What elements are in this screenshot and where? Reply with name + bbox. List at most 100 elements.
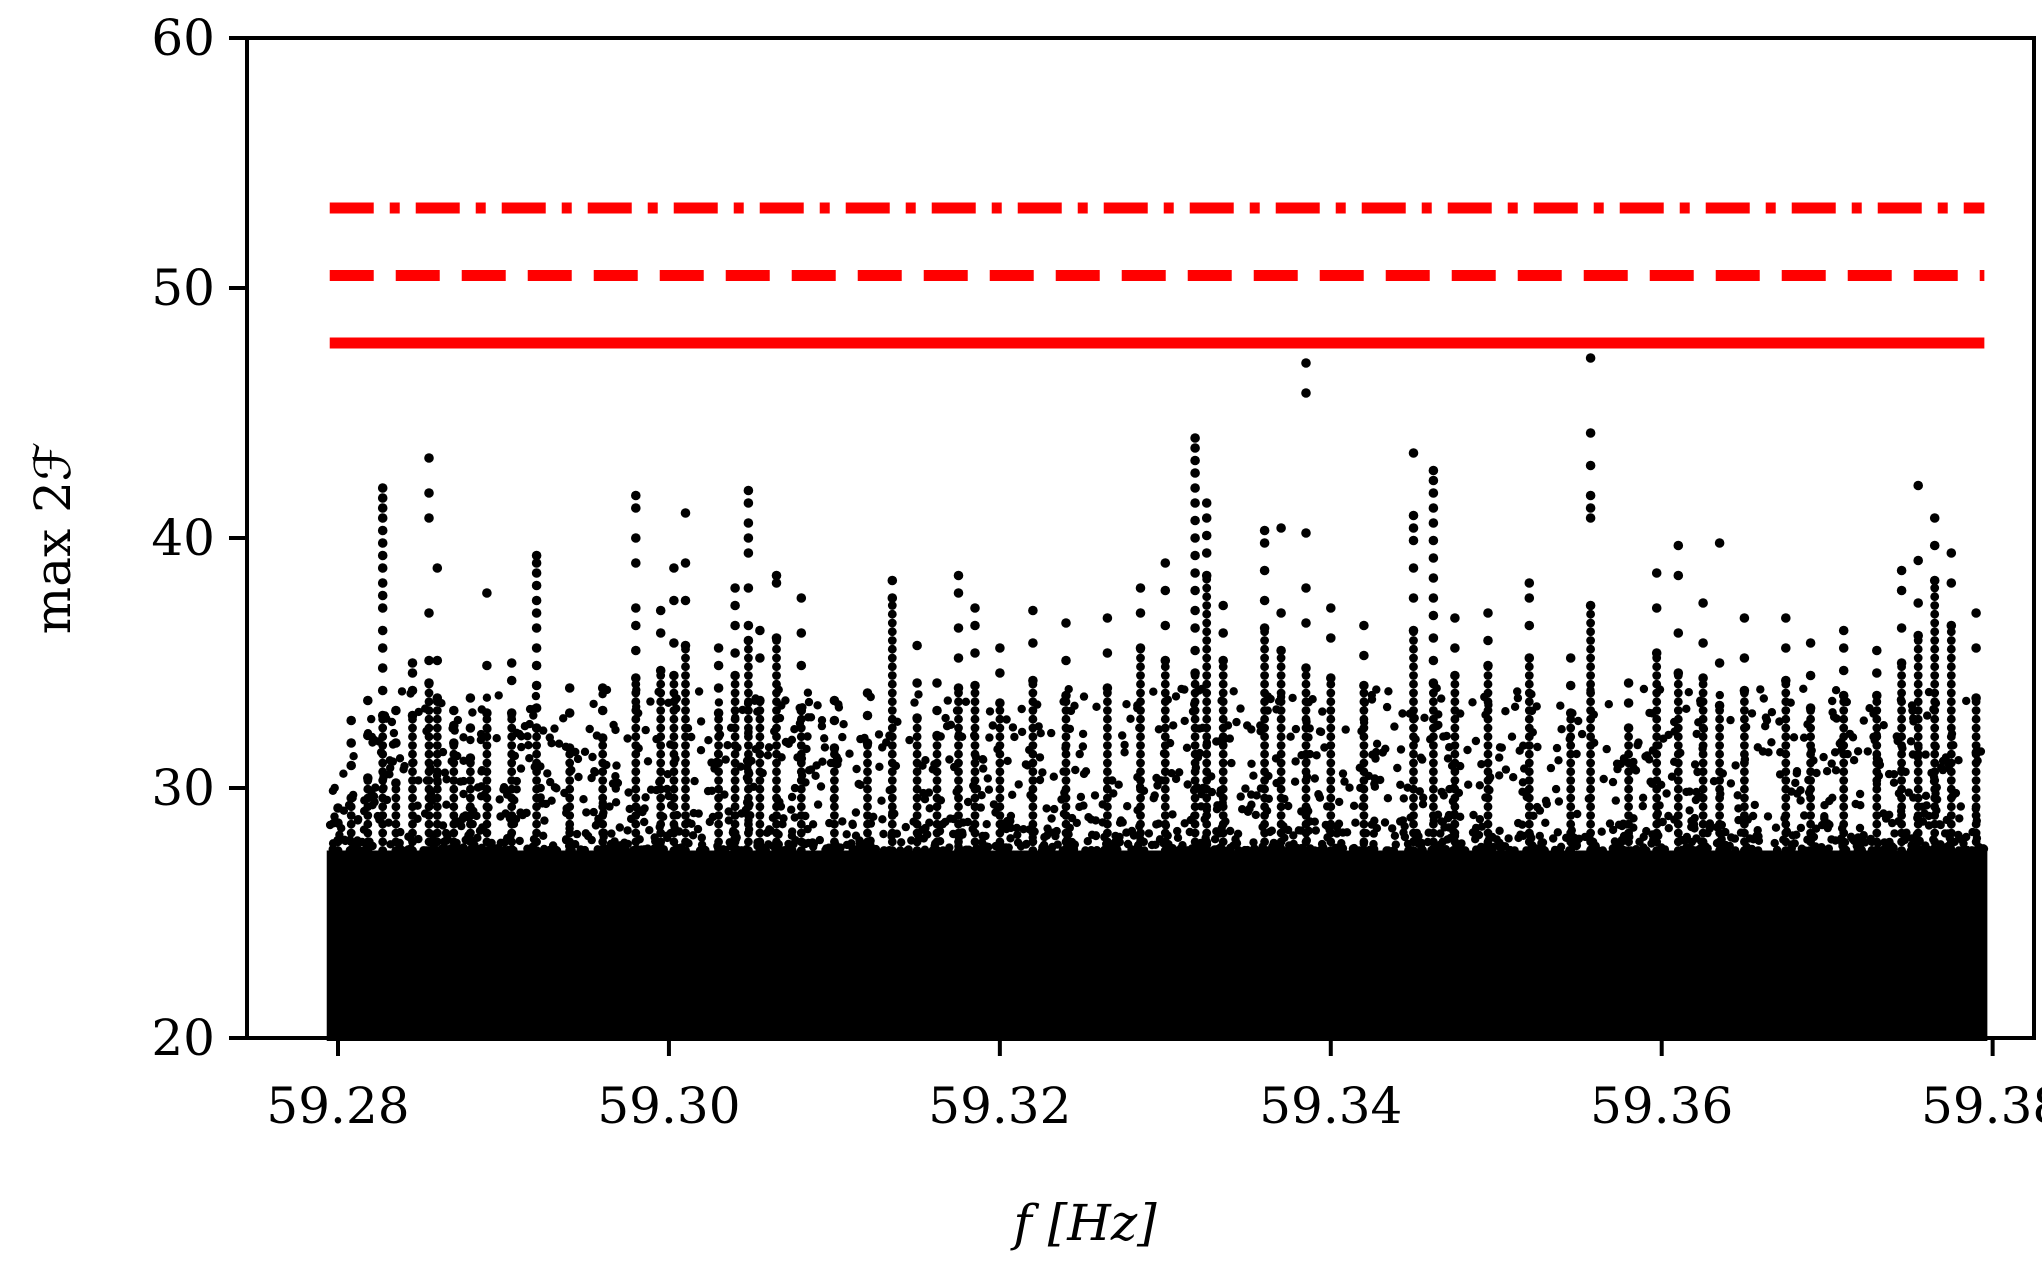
data-point — [743, 548, 754, 558]
data-point — [897, 838, 906, 847]
data-point — [985, 707, 995, 716]
data-point — [1555, 846, 1565, 855]
data-point — [1566, 793, 1576, 803]
data-point — [730, 749, 740, 759]
data-point — [1276, 811, 1286, 820]
data-point — [1483, 784, 1493, 794]
data-point — [730, 802, 740, 812]
data-point — [1301, 663, 1311, 673]
data-point — [377, 603, 388, 613]
data-point — [681, 679, 690, 689]
data-point — [995, 714, 1005, 724]
data-point — [1409, 776, 1418, 785]
data-point — [1740, 776, 1749, 785]
data-point — [1796, 823, 1806, 833]
data-point — [1103, 793, 1112, 803]
data-point — [1635, 837, 1644, 846]
data-point — [1566, 758, 1576, 768]
data-point — [848, 820, 857, 830]
data-point — [565, 776, 575, 785]
data-point — [656, 741, 666, 750]
data-point — [796, 714, 806, 724]
data-point — [378, 837, 388, 847]
data-point — [1190, 723, 1200, 733]
data-point — [921, 756, 930, 765]
data-point — [631, 819, 641, 829]
data-point — [1483, 671, 1493, 680]
data-point — [597, 683, 608, 693]
data-point — [755, 695, 765, 706]
data-point — [784, 739, 793, 748]
data-point — [466, 846, 475, 855]
data-point — [796, 837, 806, 847]
data-point — [545, 733, 554, 742]
data-point — [1028, 837, 1038, 847]
data-point — [1028, 793, 1038, 803]
data-point — [1715, 846, 1724, 855]
data-point — [1524, 793, 1534, 803]
data-point — [1930, 653, 1940, 663]
data-point — [1715, 776, 1724, 785]
data-point — [755, 625, 765, 636]
data-point — [424, 732, 434, 742]
data-point — [1160, 846, 1170, 855]
data-point — [432, 749, 442, 759]
data-point — [669, 688, 679, 698]
data-point — [1673, 846, 1683, 855]
data-point — [755, 767, 765, 777]
data-point — [912, 741, 922, 750]
data-point — [1103, 767, 1112, 777]
data-point — [1436, 829, 1445, 838]
data-point — [449, 819, 459, 829]
data-point — [580, 747, 590, 756]
data-point — [1946, 811, 1956, 820]
data-point — [1190, 819, 1200, 829]
data-point — [333, 846, 343, 855]
data-point — [1946, 671, 1956, 680]
data-point — [887, 767, 897, 777]
data-point — [772, 793, 781, 803]
data-point — [1509, 773, 1518, 782]
data-point — [1218, 655, 1228, 666]
data-point — [1010, 732, 1019, 742]
data-point — [1326, 714, 1336, 724]
data-point — [744, 732, 753, 742]
data-point — [531, 623, 542, 633]
data-point — [1071, 765, 1080, 775]
data-point — [449, 828, 459, 838]
data-point — [408, 784, 417, 794]
data-point — [1136, 811, 1145, 820]
data-point — [1450, 802, 1460, 812]
data-point — [424, 608, 434, 618]
data-point — [1715, 837, 1724, 847]
data-point — [457, 821, 466, 831]
data-point — [1042, 804, 1051, 813]
data-point — [1028, 846, 1038, 855]
data-point — [1792, 769, 1802, 778]
data-point — [1806, 749, 1815, 759]
data-point — [1103, 846, 1112, 855]
data-point — [1103, 802, 1112, 812]
data-point — [1477, 760, 1486, 769]
data-point — [1839, 758, 1849, 768]
data-point — [963, 797, 973, 807]
data-point — [573, 754, 583, 764]
data-point — [1301, 583, 1311, 593]
data-point — [714, 732, 723, 742]
data-point — [755, 714, 765, 724]
data-point — [1585, 490, 1596, 501]
data-point — [1806, 741, 1815, 750]
data-point — [1781, 767, 1791, 777]
data-point — [1028, 741, 1038, 750]
data-point — [1624, 749, 1633, 759]
data-point — [970, 688, 980, 698]
data-point — [579, 795, 588, 804]
data-point — [408, 776, 417, 785]
data-point — [1781, 846, 1791, 855]
data-point — [1006, 834, 1015, 843]
data-point — [532, 828, 541, 838]
data-point — [631, 697, 641, 707]
data-point — [1505, 845, 1515, 855]
data-point — [1971, 723, 1981, 733]
data-point — [925, 804, 934, 813]
